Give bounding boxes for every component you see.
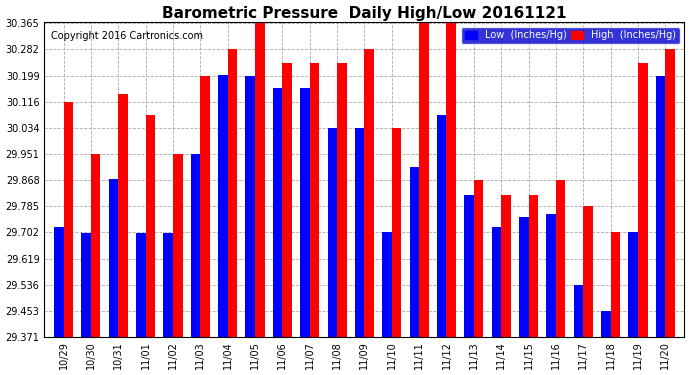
Bar (501, 195, 511, 337)
Bar (529, 195, 538, 337)
Bar (246, 76, 255, 337)
Bar (392, 128, 402, 337)
Bar (282, 63, 292, 337)
Bar (337, 63, 346, 337)
Bar (546, 214, 556, 337)
Bar (583, 206, 593, 337)
Bar (81, 233, 91, 337)
Bar (601, 311, 611, 337)
Bar (146, 115, 155, 337)
Bar (255, 23, 264, 337)
Bar (519, 217, 529, 337)
Bar (573, 285, 583, 337)
Bar (611, 232, 620, 337)
Bar (629, 232, 638, 337)
Bar (218, 75, 228, 337)
Bar (164, 233, 173, 337)
Bar (91, 154, 101, 337)
Bar (200, 76, 210, 337)
Bar (118, 94, 128, 337)
Bar (273, 88, 282, 337)
Bar (656, 76, 665, 337)
Bar (638, 63, 647, 337)
Bar (54, 226, 63, 337)
Bar (328, 128, 337, 337)
Bar (173, 154, 183, 337)
Text: Copyright 2016 Cartronics.com: Copyright 2016 Cartronics.com (51, 31, 203, 41)
Bar (136, 233, 146, 337)
Bar (228, 50, 237, 337)
Bar (474, 180, 484, 337)
Bar (464, 195, 474, 337)
Bar (190, 154, 200, 337)
Title: Barometric Pressure  Daily High/Low 20161121: Barometric Pressure Daily High/Low 20161… (162, 6, 566, 21)
Bar (437, 115, 446, 337)
Bar (410, 167, 419, 337)
Bar (63, 102, 73, 337)
Bar (419, 23, 428, 337)
Bar (491, 226, 501, 337)
Bar (109, 179, 118, 337)
Bar (364, 50, 374, 337)
Bar (665, 50, 675, 337)
Bar (355, 128, 364, 337)
Legend: Low  (Inches/Hg), High  (Inches/Hg): Low (Inches/Hg), High (Inches/Hg) (462, 27, 680, 44)
Bar (382, 232, 392, 337)
Bar (556, 180, 566, 337)
Bar (300, 88, 310, 337)
Bar (310, 63, 319, 337)
Bar (446, 23, 456, 337)
